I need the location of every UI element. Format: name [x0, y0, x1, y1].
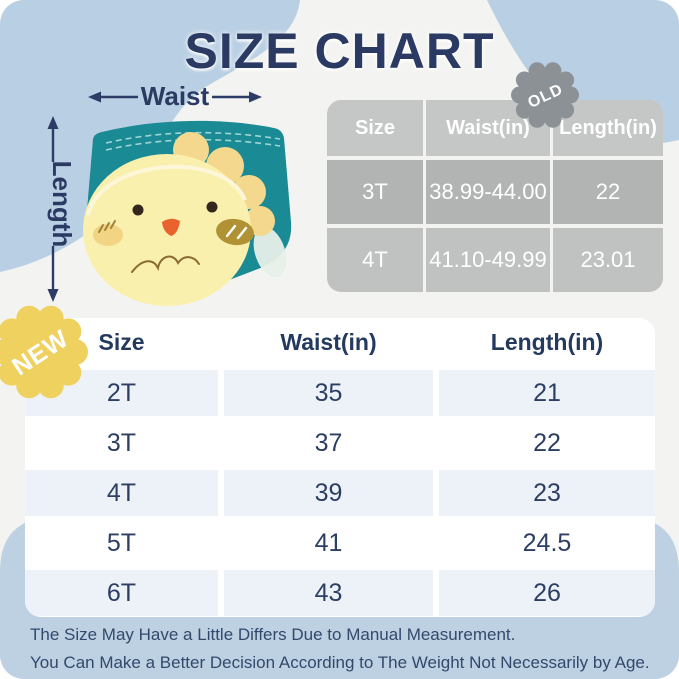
- old-table-cell: 41.10-49.99: [426, 228, 550, 292]
- new-table-cell: 21: [439, 370, 655, 416]
- waist-arrow-icon: [88, 91, 262, 103]
- new-table-cell: 4T: [25, 470, 218, 516]
- footnote-line: The Size May Have a Little Differs Due t…: [30, 625, 516, 644]
- new-table-cell: 23: [439, 470, 655, 516]
- old-table-cell: 3T: [327, 160, 423, 224]
- dino-eye-left: [132, 204, 144, 216]
- old-badge: OLD: [511, 62, 579, 128]
- footnotes: The Size May Have a Little Differs Due t…: [30, 621, 650, 677]
- cheek-left: [93, 220, 123, 246]
- new-table-cell: 5T: [25, 520, 218, 566]
- leg-opening: [253, 226, 287, 278]
- new-table-cell: 41: [224, 520, 433, 566]
- old-size-table: Size Waist(in) Length(in) 3T 38.99-44.00…: [327, 100, 663, 292]
- old-table-header: Size: [327, 100, 423, 156]
- new-table-header: Length(in): [439, 318, 655, 366]
- new-badge: NEW: [0, 305, 88, 399]
- belly-squiggle: [131, 255, 200, 273]
- new-table-cell: 22: [439, 420, 655, 466]
- new-table-cell: 35: [224, 370, 433, 416]
- footnote-line: You Can Make a Better Decision According…: [30, 653, 650, 672]
- product-image: [83, 120, 292, 306]
- new-table-cell: 37: [224, 420, 433, 466]
- new-table-cell: 43: [224, 570, 433, 616]
- length-arrow-icon: [47, 116, 59, 302]
- page-title: SIZE CHART: [184, 23, 495, 79]
- new-badge-scallop-icon: [0, 305, 88, 399]
- new-table-cell: 6T: [25, 570, 218, 616]
- old-table-cell: 22: [553, 160, 663, 224]
- new-table-cell: 39: [224, 470, 433, 516]
- old-table-cell: 38.99-44.00: [426, 160, 550, 224]
- cheek-right: [216, 218, 254, 246]
- waistband-stitch: [105, 138, 281, 151]
- dino-eye-right: [206, 201, 218, 213]
- dino-mouth: [162, 218, 180, 236]
- old-badge-scallop-icon: [511, 62, 579, 128]
- waist-label: Waist: [141, 81, 210, 111]
- waistband-stitch: [105, 131, 281, 144]
- new-table-cell: 26: [439, 570, 655, 616]
- face-binding: [86, 164, 247, 216]
- new-table-cell: 24.5: [439, 520, 655, 566]
- new-table-cell: 3T: [25, 420, 218, 466]
- old-table-cell: 4T: [327, 228, 423, 292]
- old-table-cell: 23.01: [553, 228, 663, 292]
- length-label: Length: [47, 161, 77, 248]
- new-table-header: Waist(in): [224, 318, 433, 366]
- new-size-table: Size Waist(in) Length(in) 2T 35 21 3T 37…: [25, 318, 655, 617]
